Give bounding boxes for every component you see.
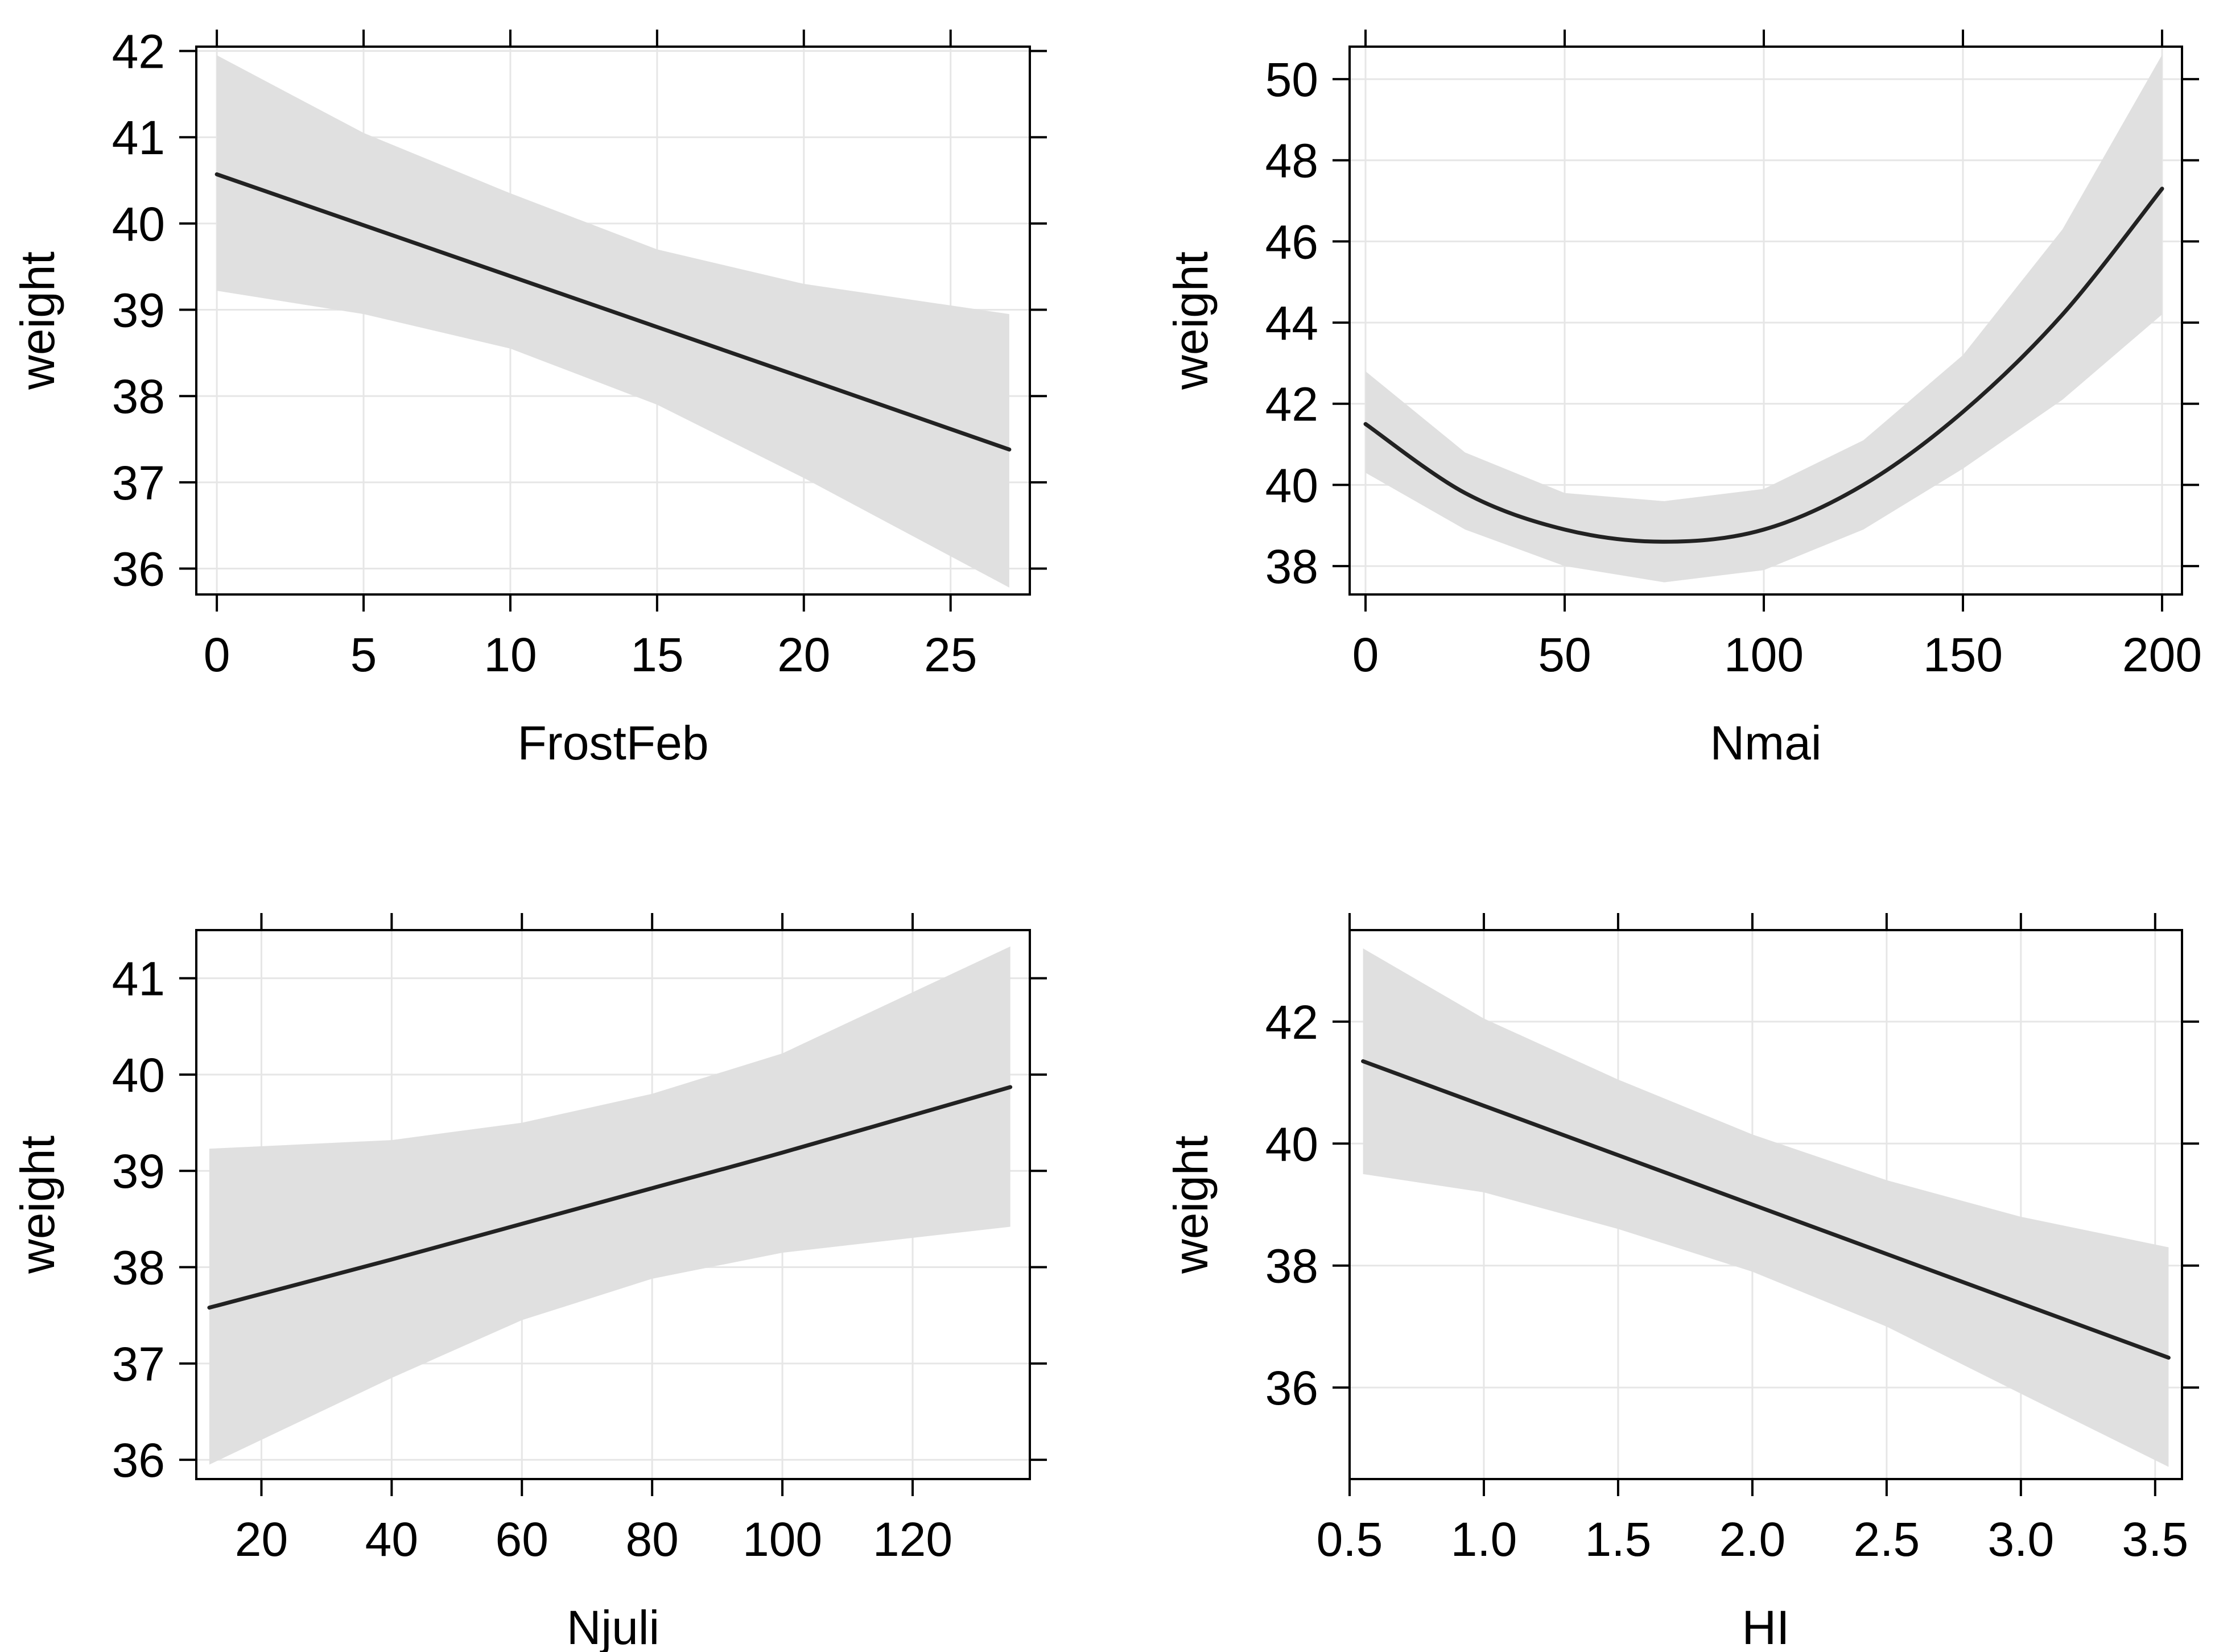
y-tick-label: 41 (112, 952, 165, 1006)
x-tick-label: 25 (924, 628, 977, 682)
fit-line (1363, 187, 2164, 544)
x-axis-title: FrostFeb (517, 716, 708, 770)
x-tick-label: 2.5 (1853, 1513, 1920, 1566)
y-tick-label: 36 (1265, 1361, 1318, 1415)
x-tick-label: 100 (1724, 628, 1804, 682)
fit-line (215, 172, 1012, 452)
x-tick-label: 20 (777, 628, 830, 682)
x-tick-label: 2.0 (1719, 1513, 1786, 1566)
x-tick-label: 0.5 (1317, 1513, 1383, 1566)
x-tick-label: 3.5 (2122, 1513, 2188, 1566)
y-axis-title: weight (1164, 1135, 1218, 1274)
y-tick-label: 42 (1265, 996, 1318, 1049)
x-tick-label: 15 (630, 628, 683, 682)
plot-frame (1348, 46, 2183, 596)
y-tick-label: 48 (1265, 134, 1318, 188)
y-tick-label: 36 (112, 1434, 165, 1487)
y-tick-label: 37 (112, 1337, 165, 1391)
x-axis-title: Njuli (567, 1601, 659, 1652)
plot-frame (195, 929, 1031, 1480)
y-tick-label: 38 (112, 370, 165, 423)
x-axis-title: HI (1742, 1601, 1790, 1652)
y-axis-title: weight (1164, 251, 1218, 390)
y-tick-label: 40 (112, 1048, 165, 1102)
panel-1: 0 5 10 15 20 25 36 37 38 39 40 41 42 FrostFeb weight (11, 25, 1047, 770)
y-tick-label: 46 (1265, 215, 1318, 269)
y-tick-label: 40 (1265, 459, 1318, 512)
x-tick-label: 3.0 (1987, 1513, 2054, 1566)
x-tick-label: 100 (743, 1513, 822, 1566)
y-tick-label: 38 (112, 1241, 165, 1295)
x-tick-label: 60 (496, 1513, 548, 1566)
y-tick-label: 37 (112, 456, 165, 510)
x-tick-label: 40 (365, 1513, 418, 1566)
confidence-band (209, 946, 1010, 1465)
x-tick-label: 10 (484, 628, 537, 682)
plot-frame (195, 46, 1031, 596)
panel-4: 0.5 1.0 1.5 2.0 2.5 3.0 3.5 36 38 40 42 HI weight (1164, 913, 2199, 1652)
y-tick-label: 42 (1265, 378, 1318, 431)
x-tick-label: 80 (625, 1513, 678, 1566)
y-tick-label: 50 (1265, 53, 1318, 106)
y-tick-label: 42 (112, 25, 165, 79)
x-tick-label: 150 (1923, 628, 2003, 682)
fit-line (207, 1085, 1013, 1310)
y-tick-label: 40 (112, 197, 165, 251)
confidence-band (1366, 55, 2162, 583)
y-axis-title: weight (11, 1135, 64, 1274)
y-tick-label: 39 (112, 284, 165, 337)
x-tick-label: 200 (2122, 628, 2202, 682)
panel-2: 0 50 100 150 200 38 40 42 44 46 48 50 Nmai weight (1164, 30, 2202, 770)
x-axis-title: Nmai (1710, 716, 1821, 770)
y-tick-label: 39 (112, 1145, 165, 1198)
x-tick-label: 120 (873, 1513, 952, 1566)
y-tick-label: 40 (1265, 1117, 1318, 1171)
x-tick-label: 0 (204, 628, 230, 682)
y-tick-label: 38 (1265, 540, 1318, 593)
y-axis-title: weight (11, 251, 64, 390)
y-tick-label: 41 (112, 111, 165, 164)
confidence-band (217, 55, 1009, 588)
x-tick-label: 0 (1352, 628, 1379, 682)
x-tick-label: 20 (235, 1513, 288, 1566)
x-tick-label: 1.0 (1451, 1513, 1517, 1566)
x-tick-label: 5 (350, 628, 377, 682)
y-tick-label: 44 (1265, 296, 1318, 350)
y-tick-label: 36 (112, 543, 165, 596)
plot-frame (1348, 929, 2183, 1480)
x-tick-label: 50 (1538, 628, 1591, 682)
x-tick-label: 1.5 (1585, 1513, 1652, 1566)
panel-3: 20 40 60 80 100 120 36 37 38 39 40 41 Njuli weight (11, 913, 1047, 1652)
fit-line (1361, 1059, 2171, 1360)
y-tick-label: 38 (1265, 1240, 1318, 1293)
